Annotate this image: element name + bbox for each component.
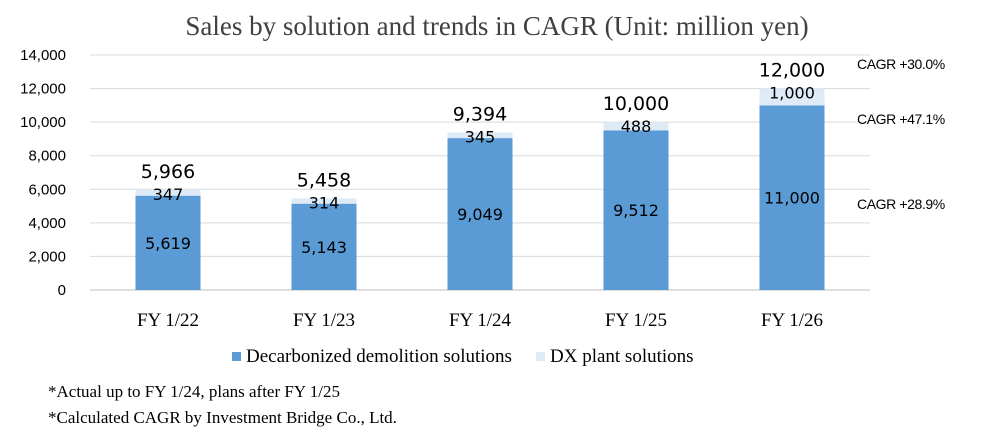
bar-dx: [291, 198, 357, 204]
bar-dx: [135, 189, 201, 196]
bar-decarbonized: [447, 138, 513, 290]
data-label-decarbonized: 9,512: [613, 201, 659, 220]
chart-title: Sales by solution and trends in CAGR (Un…: [185, 11, 808, 41]
y-tick-label: 12,000: [20, 81, 66, 98]
total-label: 10,000: [603, 93, 669, 115]
data-label-dx: 345: [465, 127, 496, 146]
bar-decarbonized: [135, 195, 201, 290]
x-tick-label: FY 1/26: [761, 310, 823, 331]
y-tick-label: 10,000: [20, 114, 66, 131]
total-label: 5,458: [297, 169, 351, 191]
data-label-decarbonized: 11,000: [764, 189, 820, 208]
legend-label-decarbonized: Decarbonized demolition solutions: [246, 346, 512, 367]
y-axis: 0 2,000 4,000 6,000 8,000 10,000 12,000 14,000: [20, 47, 66, 299]
total-label: 5,966: [141, 161, 195, 183]
data-label-dx: 314: [309, 193, 340, 212]
bars: 5,619 347 5,966 5,143 314 5,458 9,049 345 9,394 9…: [135, 60, 825, 290]
footnote-actual: *Actual up to FY 1/24, plans after FY 1/…: [48, 382, 340, 401]
x-axis: FY 1/22 FY 1/23 FY 1/24 FY 1/25 FY 1/26: [137, 310, 823, 331]
cagr-annotations: CAGR +30.0% CAGR +47.1% CAGR +28.9%: [857, 56, 945, 212]
data-label-dx: 488: [621, 117, 652, 136]
y-tick-label: 4,000: [28, 215, 66, 232]
y-tick-label: 0: [58, 282, 66, 299]
bar-dx: [447, 132, 513, 139]
y-tick-label: 6,000: [28, 181, 66, 198]
data-label-decarbonized: 9,049: [457, 205, 503, 224]
total-label: 9,394: [453, 103, 507, 125]
legend-swatch-dx: [536, 352, 545, 361]
data-label-dx: 1,000: [769, 84, 815, 103]
x-tick-label: FY 1/22: [137, 310, 199, 331]
data-label-decarbonized: 5,619: [145, 234, 191, 253]
bar-decarbonized: [603, 130, 669, 290]
x-tick-label: FY 1/25: [605, 310, 667, 331]
cagr-annotation-total: CAGR +30.0%: [857, 56, 945, 72]
bar-decarbonized: [759, 105, 825, 290]
data-label-dx: 347: [153, 185, 184, 204]
data-label-decarbonized: 5,143: [301, 238, 347, 257]
legend-swatch-decarbonized: [232, 352, 241, 361]
legend-label-dx: DX plant solutions: [550, 346, 694, 367]
cagr-annotation-dx: CAGR +28.9%: [857, 196, 945, 212]
total-label: 12,000: [759, 60, 825, 82]
y-tick-label: 2,000: [28, 248, 66, 265]
y-tick-label: 14,000: [20, 47, 66, 64]
x-tick-label: FY 1/24: [449, 310, 512, 331]
x-tick-label: FY 1/23: [293, 310, 355, 331]
bar-dx: [603, 122, 669, 131]
legend: Decarbonized demolition solutions DX pla…: [232, 346, 694, 367]
cagr-annotation-decarbonized: CAGR +47.1%: [857, 111, 945, 127]
bar-dx: [759, 88, 825, 106]
footnote-cagr: *Calculated CAGR by Investment Bridge Co…: [48, 408, 397, 427]
y-tick-label: 8,000: [28, 148, 66, 165]
bar-decarbonized: [291, 203, 357, 290]
